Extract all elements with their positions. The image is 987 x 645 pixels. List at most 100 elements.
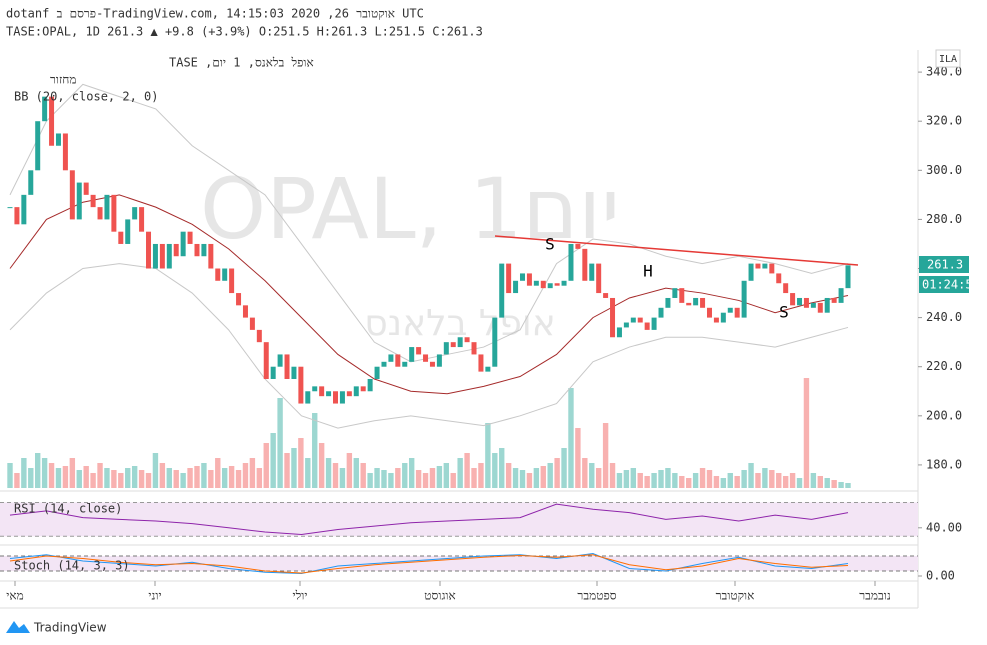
volume-bar: [499, 448, 505, 488]
candle-body: [35, 121, 41, 171]
volume-bar: [55, 468, 62, 488]
candle-body: [222, 268, 228, 281]
candle-body: [776, 273, 782, 284]
trend-line: [494, 235, 859, 266]
candle-body: [429, 361, 435, 367]
legend-volume: מחזור: [50, 73, 77, 87]
volume-bar: [228, 466, 235, 488]
legend-stoch: Stoch (14, 3, 3): [14, 559, 130, 573]
volume-bar: [727, 473, 733, 488]
candle-body: [62, 133, 68, 171]
volume-bar: [789, 473, 796, 488]
candle-body: [464, 337, 470, 343]
candle-body: [90, 194, 96, 208]
y-tick-label: 0.00: [926, 569, 955, 583]
rsi-band: [0, 502, 918, 537]
volume-bar: [679, 476, 685, 488]
volume-bar: [48, 463, 55, 488]
candle-body: [249, 317, 255, 330]
candle-body: [402, 361, 408, 367]
candle-body: [55, 133, 61, 146]
bb-line: [9, 194, 849, 395]
y-tick-label: 40.00: [926, 520, 962, 534]
volume-bar: [533, 468, 540, 488]
volume-bar: [720, 478, 727, 488]
candle-body: [637, 317, 643, 323]
candle-body: [672, 288, 678, 298]
volume-bar: [118, 473, 124, 488]
volume-bar: [312, 413, 318, 488]
volume-bar: [422, 473, 429, 488]
volume-bar: [221, 468, 228, 488]
y-tick-label: 320.0: [926, 114, 962, 128]
volume-bar: [152, 453, 159, 488]
candle-body: [450, 342, 456, 348]
candle-body: [651, 317, 657, 330]
candle-body: [623, 322, 629, 328]
volume-bar: [381, 470, 387, 488]
rsi-line: [9, 503, 849, 536]
candle-body: [270, 366, 276, 379]
volume-bar: [346, 453, 353, 488]
candle-body: [277, 354, 283, 367]
y-tick-label: 280.0: [926, 212, 962, 226]
volume-bar: [402, 463, 408, 488]
volume-bar: [7, 463, 13, 488]
legend-symbol: אופל בלאנס, 1 יום, TASE: [169, 56, 314, 70]
volume-bar: [803, 378, 810, 488]
volume-bar: [138, 470, 145, 488]
candle-body: [817, 302, 823, 313]
candle-body: [49, 96, 55, 146]
countdown: 01:24:58: [922, 278, 980, 292]
volume-bar: [131, 466, 138, 488]
candle-body: [367, 378, 373, 392]
volume-bar: [554, 458, 560, 488]
volume-bar: [623, 470, 630, 488]
candle-body: [810, 302, 816, 308]
candle-body: [423, 354, 429, 362]
candle-body: [139, 207, 145, 232]
candle-body: [540, 280, 546, 289]
candle-body: [263, 342, 269, 379]
candle-body: [838, 288, 844, 303]
volume-bar: [485, 423, 491, 488]
volume-bar: [263, 443, 269, 488]
volume-bar: [298, 438, 304, 488]
candle-body: [118, 231, 124, 244]
volume-bar: [97, 463, 103, 488]
y-tick-label: 340.0: [926, 65, 962, 79]
candle-body: [374, 366, 380, 379]
candle-body: [706, 307, 712, 318]
annotation: S: [779, 303, 789, 322]
candle-body: [755, 263, 761, 269]
volume-bar: [208, 470, 214, 488]
volume-bar: [637, 473, 643, 488]
candle-body: [582, 248, 588, 281]
volume-bar: [838, 482, 844, 488]
watermark: OPAL, 1יום: [200, 160, 620, 258]
volume-bar: [111, 470, 117, 488]
volume-bar: [713, 476, 720, 488]
candle-body: [381, 361, 387, 367]
candle-body: [513, 280, 519, 294]
volume-bar: [339, 468, 346, 488]
volume-bar: [415, 470, 422, 488]
candle-body: [686, 302, 692, 306]
header-line1: dotanf פרסם ב-TradingView.com, אוקטובר 2…: [6, 7, 424, 21]
annotation: S: [545, 235, 555, 254]
volume-bar: [741, 470, 747, 488]
volume-bar: [28, 468, 34, 488]
candle-body: [409, 347, 415, 362]
legend-bb: BB (20, close, 2, 0): [14, 90, 159, 104]
candle-body: [132, 207, 138, 220]
candle-body: [7, 207, 13, 209]
volume-bar: [145, 473, 152, 488]
candle-body: [346, 391, 352, 397]
volume-bar: [408, 458, 415, 488]
last-price: 261.3: [927, 258, 963, 272]
volume-bar: [76, 470, 82, 488]
candle-body: [630, 317, 636, 323]
candle-body: [312, 386, 318, 392]
candle-body: [339, 391, 345, 404]
